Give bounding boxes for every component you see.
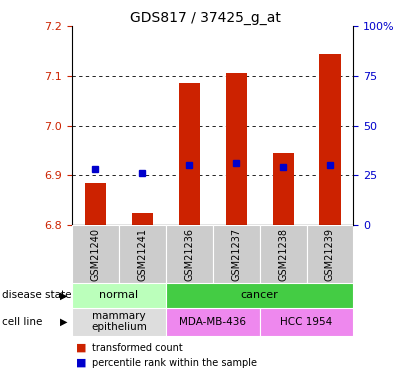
Text: transformed count: transformed count [92,343,183,352]
Text: cell line: cell line [2,316,42,327]
Bar [166,283,353,308]
Bar [307,225,353,283]
Text: GSM21240: GSM21240 [90,228,100,280]
Bar [166,308,260,336]
Text: HCC 1954: HCC 1954 [280,316,332,327]
Text: normal: normal [99,290,139,300]
Bar [72,283,166,308]
Text: cancer: cancer [241,290,279,300]
Bar [119,225,166,283]
Text: ▶: ▶ [60,290,67,300]
Text: MDA-MB-436: MDA-MB-436 [179,316,246,327]
Text: GDS817 / 37425_g_at: GDS817 / 37425_g_at [130,11,281,25]
Bar [226,74,247,225]
Text: ■: ■ [76,358,87,368]
Text: GSM21239: GSM21239 [325,228,335,280]
Bar [272,153,293,225]
Text: ▶: ▶ [60,316,67,327]
Bar [85,183,106,225]
Bar [132,213,153,225]
Bar [319,54,341,225]
Text: ■: ■ [76,343,87,352]
Bar [72,308,166,336]
Text: percentile rank within the sample: percentile rank within the sample [92,358,257,368]
Bar [166,225,213,283]
Text: GSM21237: GSM21237 [231,228,241,280]
Bar [72,225,119,283]
Bar [260,308,353,336]
Text: GSM21241: GSM21241 [137,228,147,280]
Bar [213,225,260,283]
Bar [179,83,200,225]
Text: GSM21236: GSM21236 [184,228,194,280]
Text: disease state: disease state [2,290,72,300]
Text: GSM21238: GSM21238 [278,228,288,280]
Bar [260,225,307,283]
Text: mammary
epithelium: mammary epithelium [91,311,147,332]
